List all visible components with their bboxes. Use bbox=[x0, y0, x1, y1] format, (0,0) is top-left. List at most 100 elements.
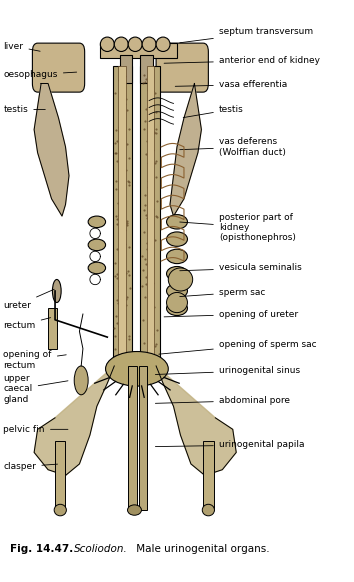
Point bbox=[117, 277, 123, 286]
Point bbox=[149, 81, 155, 90]
Point bbox=[144, 136, 150, 146]
Point bbox=[120, 365, 126, 374]
Point bbox=[142, 254, 148, 264]
Point bbox=[142, 200, 148, 210]
Point bbox=[142, 338, 147, 347]
Ellipse shape bbox=[166, 301, 188, 315]
Point bbox=[112, 344, 118, 353]
Point bbox=[142, 116, 148, 126]
Text: vesicula seminalis: vesicula seminalis bbox=[180, 264, 302, 272]
Point bbox=[125, 218, 130, 228]
Point bbox=[112, 331, 118, 340]
Point bbox=[149, 111, 154, 120]
Point bbox=[122, 72, 128, 81]
Point bbox=[150, 356, 156, 365]
Point bbox=[148, 157, 154, 166]
Point bbox=[149, 93, 155, 102]
Point bbox=[145, 158, 151, 168]
Point bbox=[144, 239, 150, 248]
Point bbox=[143, 211, 149, 220]
Point bbox=[141, 266, 146, 275]
Point bbox=[127, 177, 132, 186]
Point bbox=[113, 311, 119, 321]
Point bbox=[114, 176, 119, 186]
Point bbox=[127, 153, 132, 162]
Point bbox=[116, 282, 121, 291]
Point bbox=[149, 194, 154, 203]
Point bbox=[153, 157, 159, 166]
Point bbox=[118, 79, 123, 88]
Point bbox=[125, 266, 131, 275]
Point bbox=[117, 296, 123, 305]
Text: liver: liver bbox=[4, 41, 40, 51]
Point bbox=[149, 286, 155, 295]
Ellipse shape bbox=[166, 284, 188, 298]
Point bbox=[151, 158, 156, 168]
Point bbox=[116, 76, 122, 85]
Point bbox=[143, 74, 149, 84]
Point bbox=[117, 215, 123, 224]
Point bbox=[141, 125, 147, 134]
Point bbox=[153, 89, 158, 98]
Text: Scoliodon.: Scoliodon. bbox=[74, 544, 128, 554]
Point bbox=[112, 324, 117, 333]
Point bbox=[150, 329, 156, 338]
Point bbox=[141, 363, 147, 372]
Point bbox=[144, 244, 149, 254]
Point bbox=[124, 95, 129, 104]
Point bbox=[125, 176, 131, 185]
Point bbox=[153, 124, 159, 133]
Bar bbox=[141, 66, 160, 378]
Point bbox=[119, 95, 124, 104]
Point bbox=[114, 269, 120, 279]
Point bbox=[149, 100, 155, 109]
Point bbox=[154, 325, 160, 335]
Point bbox=[114, 214, 120, 223]
Text: urinogenital sinus: urinogenital sinus bbox=[155, 366, 300, 375]
Bar bbox=[119, 66, 126, 378]
Point bbox=[120, 141, 125, 150]
Bar bbox=[139, 366, 147, 510]
Point bbox=[150, 279, 156, 288]
Point bbox=[149, 120, 155, 130]
Point bbox=[149, 320, 155, 329]
Point bbox=[139, 251, 145, 261]
Point bbox=[121, 84, 126, 94]
Point bbox=[147, 79, 153, 88]
Bar bbox=[203, 441, 213, 510]
Point bbox=[120, 109, 125, 118]
Bar bbox=[141, 55, 153, 83]
FancyBboxPatch shape bbox=[156, 43, 209, 92]
Text: posterior part of
kidney
(opisthonephros): posterior part of kidney (opisthonephros… bbox=[180, 212, 296, 243]
Point bbox=[121, 299, 126, 308]
Point bbox=[116, 273, 122, 282]
Point bbox=[149, 180, 155, 190]
Point bbox=[127, 242, 132, 251]
Polygon shape bbox=[156, 366, 236, 475]
Point bbox=[124, 165, 129, 175]
Point bbox=[139, 281, 145, 290]
Ellipse shape bbox=[202, 504, 215, 516]
Text: vas deferens
(Wolffian duct): vas deferens (Wolffian duct) bbox=[180, 137, 286, 157]
Point bbox=[114, 136, 120, 146]
Point bbox=[145, 85, 151, 94]
Text: upper
caecal
gland: upper caecal gland bbox=[4, 374, 68, 404]
Text: sperm sac: sperm sac bbox=[180, 288, 265, 297]
Point bbox=[123, 268, 129, 277]
Ellipse shape bbox=[156, 37, 170, 51]
Point bbox=[118, 205, 124, 215]
Point bbox=[118, 360, 124, 369]
Text: opening of ureter: opening of ureter bbox=[164, 310, 298, 318]
Point bbox=[122, 100, 128, 109]
Point bbox=[142, 292, 148, 301]
Point bbox=[148, 358, 154, 367]
Point bbox=[120, 239, 125, 248]
Text: septum transversum: septum transversum bbox=[180, 27, 313, 42]
Point bbox=[152, 236, 158, 245]
Point bbox=[123, 294, 129, 304]
Point bbox=[152, 129, 157, 138]
Point bbox=[113, 125, 119, 134]
Text: testis: testis bbox=[4, 105, 45, 114]
Point bbox=[141, 70, 147, 80]
Point bbox=[115, 295, 120, 304]
